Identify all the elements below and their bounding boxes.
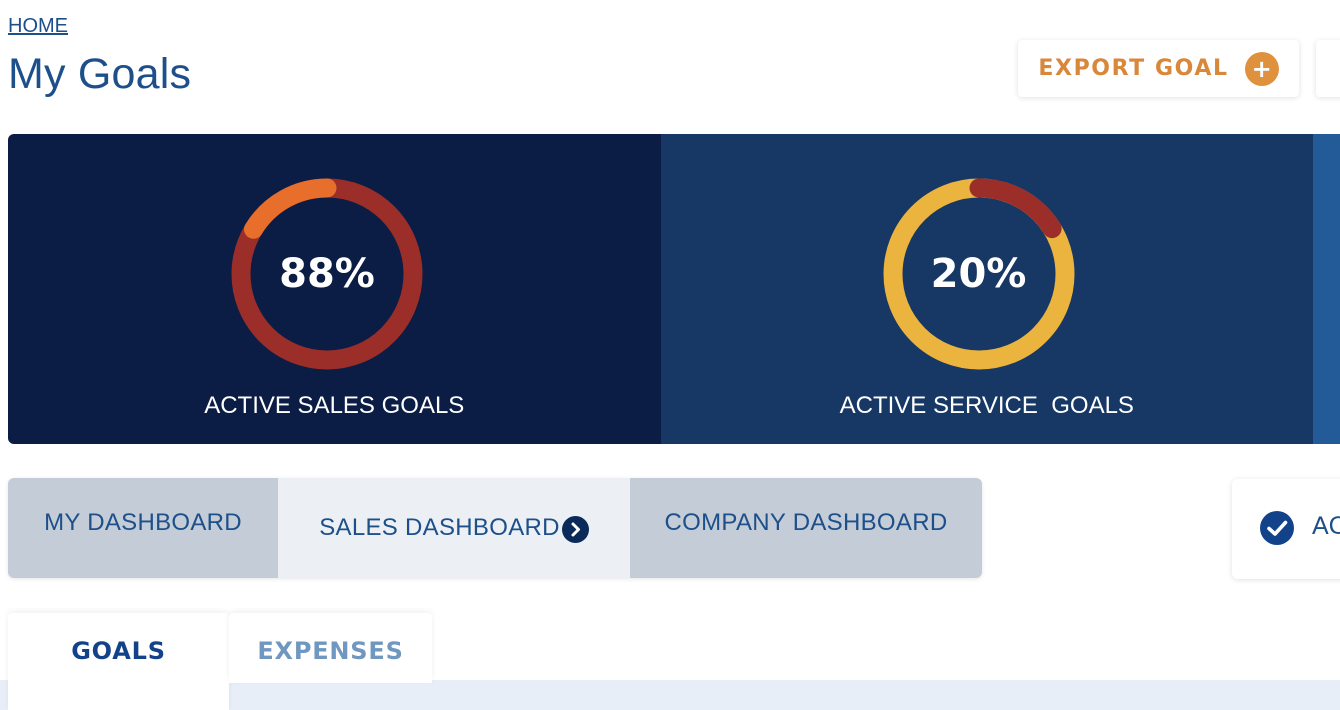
tab-my-dashboard-label: MY DASHBOARD xyxy=(44,509,242,536)
active-filter-button[interactable]: AC xyxy=(1232,479,1340,579)
tab-sales-dashboard[interactable]: SALES DASHBOARD xyxy=(278,478,630,578)
check-circle-icon xyxy=(1260,511,1294,545)
active-filter-label: AC xyxy=(1312,512,1340,540)
tab-company-dashboard-label: COMPANY DASHBOARD xyxy=(664,509,948,536)
tab-expenses[interactable]: EXPENSES xyxy=(229,613,432,683)
page-title: My Goals xyxy=(8,50,192,98)
content-tabs: GOALS EXPENSES xyxy=(8,613,432,710)
tab-my-dashboard[interactable]: MY DASHBOARD xyxy=(8,478,278,578)
stat-panel-sales: 88% ACTIVE SALES GOALS xyxy=(8,134,661,444)
tab-company-dashboard[interactable]: COMPANY DASHBOARD xyxy=(630,478,982,578)
service-stat-label: ACTIVE SERVICE GOALS xyxy=(839,392,1134,419)
stat-panel-partial xyxy=(1313,134,1340,444)
sales-gauge-ring xyxy=(231,178,423,370)
tab-goals-label: GOALS xyxy=(71,637,166,665)
service-gauge-ring xyxy=(883,178,1075,370)
plus-circle-icon: + xyxy=(1244,51,1279,86)
service-gauge-value: 20% xyxy=(930,251,1027,297)
breadcrumb-home-link[interactable]: HOME xyxy=(8,15,68,37)
sales-stat-label: ACTIVE SALES GOALS xyxy=(204,392,465,419)
chevron-right-circle-icon xyxy=(561,516,589,543)
export-goal-button[interactable]: EXPORT GOAL + xyxy=(1018,40,1299,97)
stats-band: 88% ACTIVE SALES GOALS 20% ACTIVE SERVIC… xyxy=(8,134,1340,444)
export-goal-label: EXPORT GOAL xyxy=(1038,56,1229,81)
sales-gauge-value: 88% xyxy=(279,251,375,297)
stat-panel-service: 20% ACTIVE SERVICE GOALS xyxy=(660,134,1314,444)
tab-expenses-label: EXPENSES xyxy=(257,637,404,665)
tab-sales-dashboard-label: SALES DASHBOARD xyxy=(319,514,560,541)
tab-goals[interactable]: GOALS xyxy=(8,613,229,710)
dashboard-tabs: MY DASHBOARD SALES DASHBOARD COMPANY DAS… xyxy=(8,478,982,578)
toolbar-button-partial[interactable] xyxy=(1316,40,1340,97)
